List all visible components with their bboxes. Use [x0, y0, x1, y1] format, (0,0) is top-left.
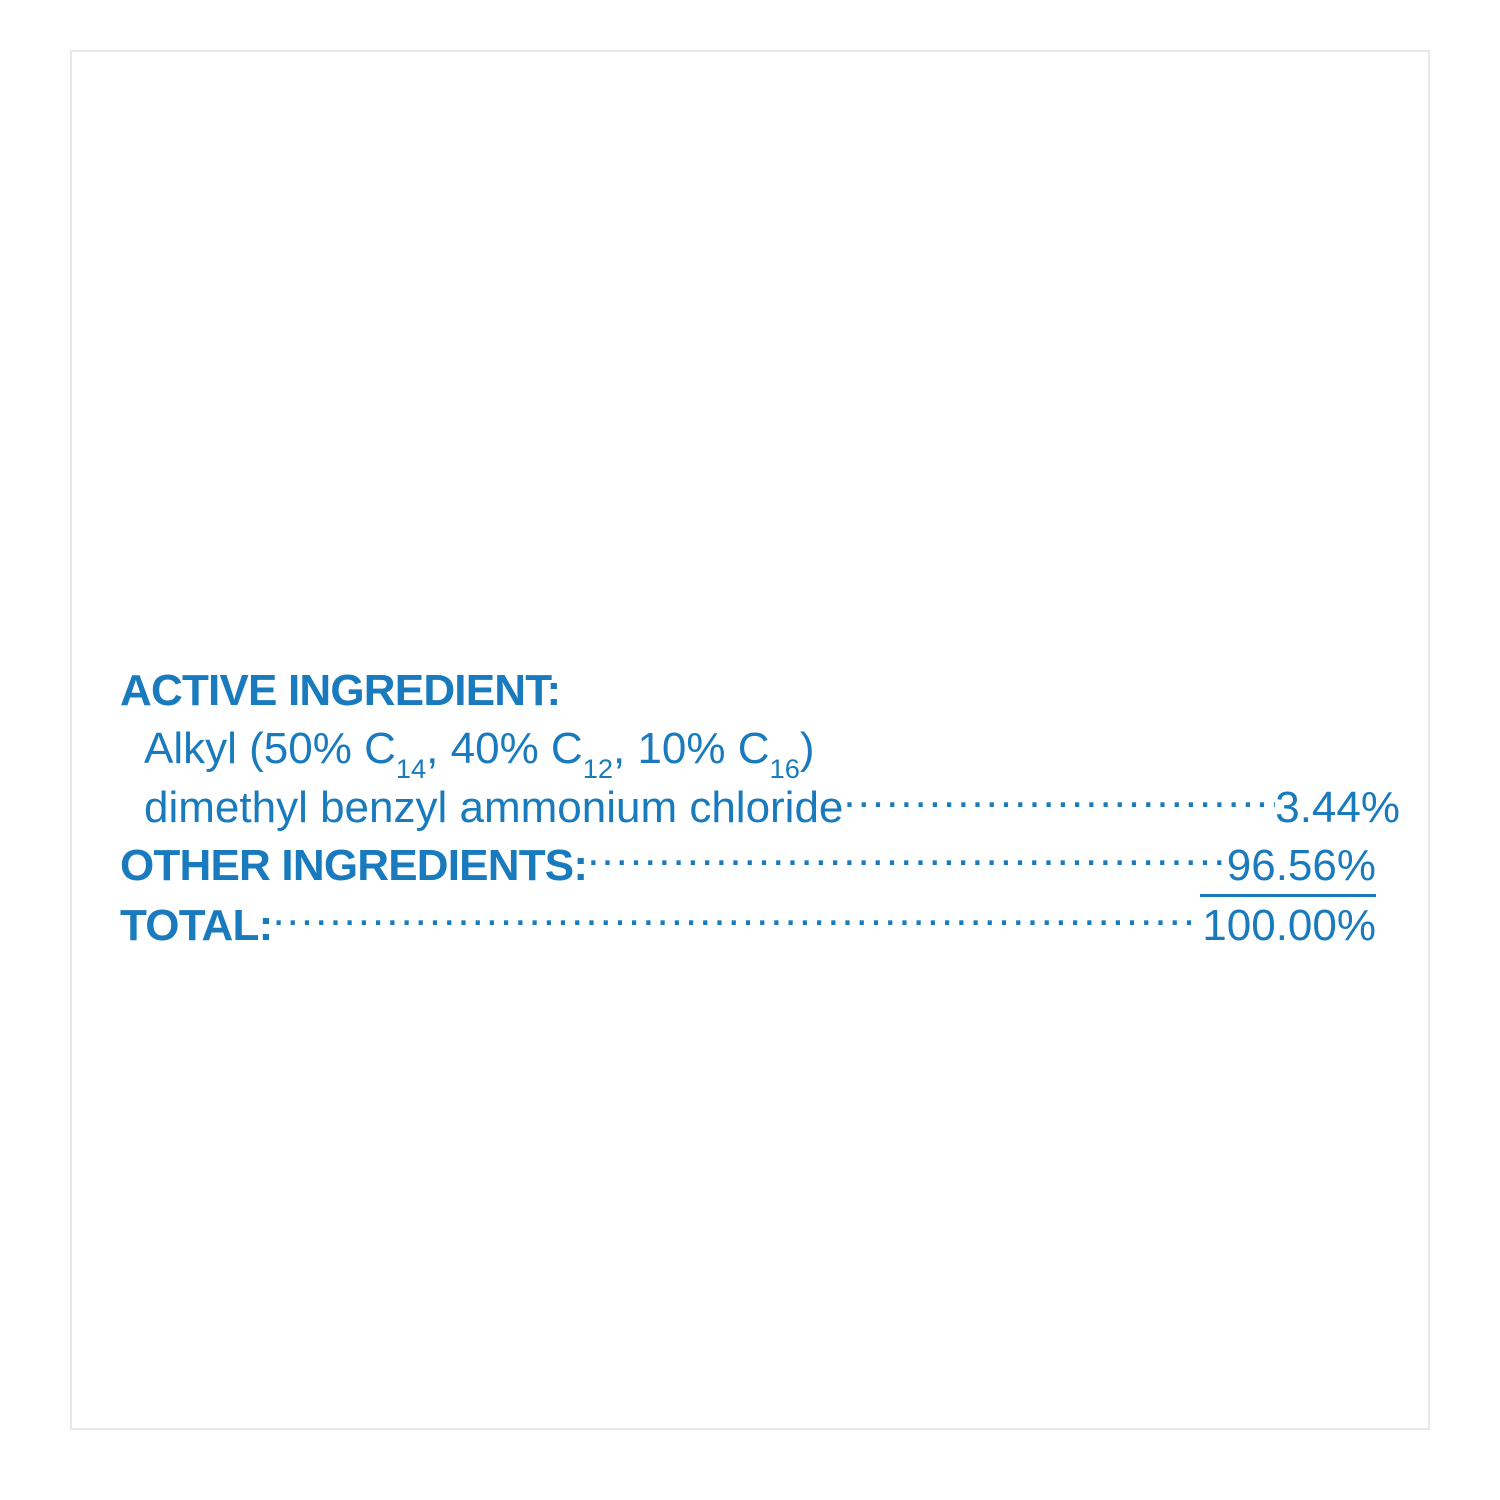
- leader-dots: [843, 778, 1275, 822]
- active-ingredient-heading-row: ACTIVE INGREDIENT:: [120, 662, 1376, 720]
- other-percent: 96.56%: [1227, 837, 1376, 895]
- total-row: TOTAL: 100.00%: [120, 894, 1376, 952]
- leader-dots: [272, 896, 1200, 940]
- leader-dots: [587, 836, 1227, 880]
- label-panel: ACTIVE INGREDIENT: Alkyl (50% C14, 40% C…: [70, 50, 1430, 1430]
- active-ingredient-line1: Alkyl (50% C14, 40% C12, 10% C16): [120, 720, 1400, 778]
- ingredients-block: ACTIVE INGREDIENT: Alkyl (50% C14, 40% C…: [72, 662, 1428, 952]
- other-ingredients-row: OTHER INGREDIENTS: 96.56%: [120, 836, 1376, 894]
- total-heading: TOTAL:: [120, 897, 272, 955]
- active-ingredient-line2: dimethyl benzyl ammonium chloride 3.44%: [120, 778, 1400, 836]
- active-ingredient-heading: ACTIVE INGREDIENT:: [120, 662, 560, 720]
- other-ingredients-heading: OTHER INGREDIENTS:: [120, 837, 587, 895]
- active-percent: 3.44%: [1275, 779, 1400, 837]
- chemical-name: dimethyl benzyl ammonium chloride: [144, 779, 843, 837]
- total-percent: 100.00%: [1200, 894, 1376, 955]
